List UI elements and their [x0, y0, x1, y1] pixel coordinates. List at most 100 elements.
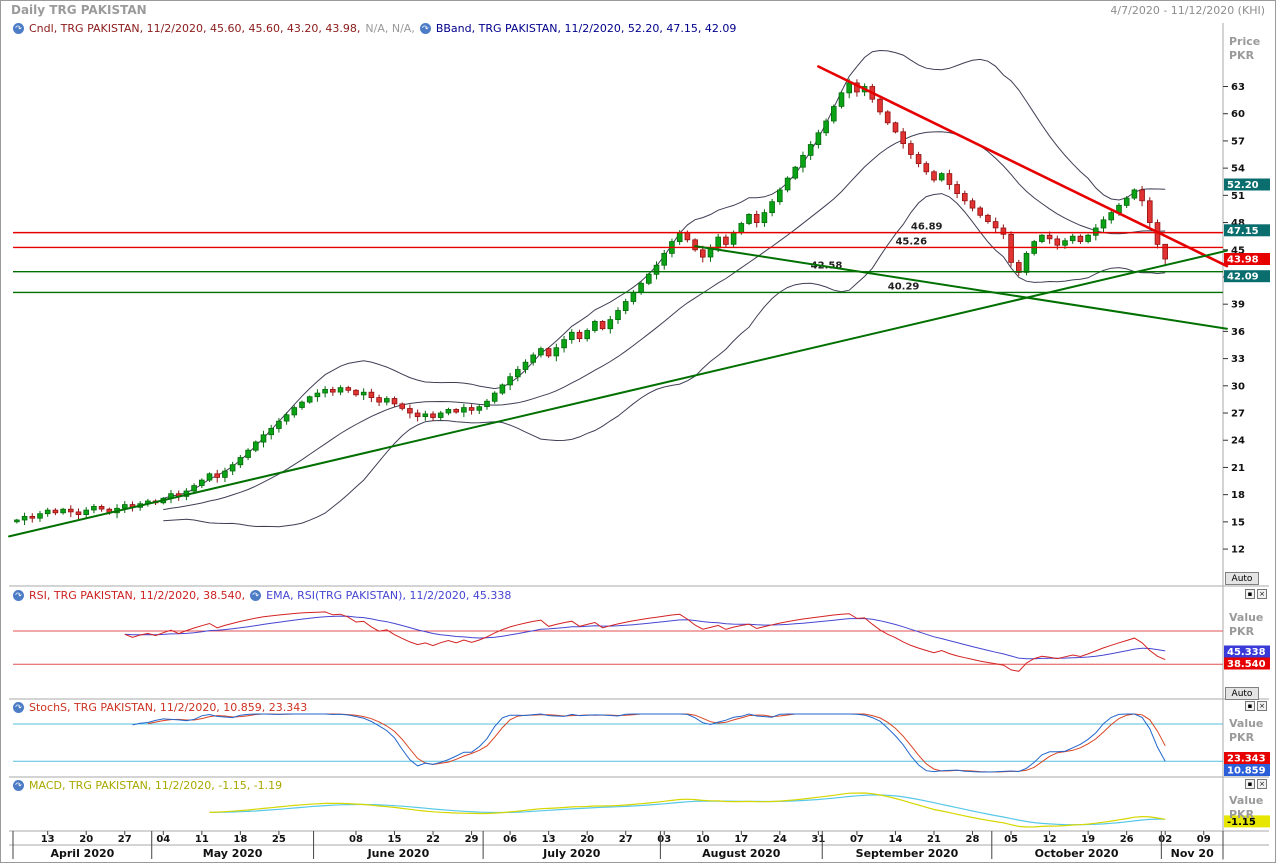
rsi-indicator-icon[interactable]: ↷ — [13, 590, 24, 601]
candle-body — [484, 400, 490, 408]
axis-value-marker-label: 23.343 — [1227, 754, 1266, 765]
candle-body — [1077, 235, 1084, 242]
panel-close-icon[interactable]: × — [1257, 779, 1267, 789]
candle-body — [268, 427, 274, 436]
candle-body — [877, 98, 883, 113]
candle-body — [68, 508, 74, 513]
price-tick-label: 60 — [1231, 109, 1245, 120]
window-title: Daily TRG PAKISTAN — [11, 3, 147, 17]
axis-value-marker — [1224, 270, 1270, 283]
date-tick-label: 02 — [1158, 834, 1172, 845]
date-tick-label: 15 — [388, 834, 402, 845]
candle-legend-text: Cndl, TRG PAKISTAN, 11/2/2020, 45.60, 45… — [29, 22, 361, 35]
date-tick-label: 31 — [811, 834, 825, 845]
candle-body — [83, 509, 90, 516]
candle-body — [191, 485, 197, 492]
panel-close-icon[interactable]: × — [1257, 589, 1267, 599]
month-label: October 2020 — [1035, 847, 1119, 860]
macd-legend-text: MACD, TRG PAKISTAN, 11/2/2020, -1.15, -1… — [29, 779, 283, 792]
candle-body — [283, 414, 290, 422]
price-tick-label: 30 — [1231, 381, 1245, 392]
candle-body — [792, 166, 799, 179]
axis-value-marker — [1224, 764, 1270, 776]
candle-body — [900, 131, 906, 145]
candle-body — [399, 403, 405, 409]
candle-body — [1147, 200, 1153, 224]
rsi-ema-indicator-icon[interactable]: ↷ — [250, 590, 262, 601]
title-bar[interactable]: Daily TRG PAKISTAN 4/7/2020 - 11/12/2020… — [1, 1, 1275, 19]
price-axis-title: Price PKR — [1229, 35, 1261, 62]
axis-value-marker — [1224, 224, 1270, 237]
price-tick-label: 63 — [1231, 82, 1245, 93]
price-tick-label: 39 — [1231, 300, 1245, 311]
axis-value-marker-label: 47.15 — [1227, 226, 1259, 237]
candle-body — [753, 213, 760, 223]
candle-body — [522, 361, 529, 370]
panel-close-icon[interactable]: × — [1257, 701, 1267, 711]
date-tick-label: 13 — [41, 834, 55, 845]
panel-minimize-icon[interactable]: ▪ — [1245, 589, 1255, 599]
candle-body — [1093, 227, 1099, 236]
candle-body — [992, 221, 999, 229]
price-tick-label: 45 — [1231, 245, 1245, 256]
candle-body — [430, 413, 436, 418]
price-tick-label: 54 — [1231, 164, 1245, 175]
candle-body — [222, 470, 228, 478]
candle-body — [684, 232, 691, 241]
candle-body — [738, 223, 745, 234]
date-tick-label: 20 — [79, 834, 93, 845]
candle-body — [761, 212, 768, 224]
date-tick-label: 27 — [118, 834, 132, 845]
month-label: April 2020 — [50, 847, 114, 860]
macd-panel-window-buttons: ▪ × — [1245, 779, 1267, 789]
date-tick-label: 11 — [195, 834, 209, 845]
bband-indicator-icon[interactable]: ↷ — [419, 23, 431, 34]
month-label: July 2020 — [542, 847, 601, 860]
candle-body — [1008, 233, 1014, 263]
rsi-panel-legend: ↷ RSI, TRG PAKISTAN, 11/2/2020, 38.540, … — [13, 589, 511, 602]
month-label: Nov 20 — [1171, 847, 1214, 860]
candle-body — [969, 200, 976, 209]
candle-body — [800, 154, 806, 168]
rsi-ema-legend-text: EMA, RSI(TRG PAKISTAN), 11/2/2020, 45.33… — [266, 589, 512, 602]
window-date-range: 4/7/2020 - 11/12/2020 (KHI) — [1110, 3, 1265, 17]
month-label: May 2020 — [203, 847, 263, 860]
bband-legend-text: BBand, TRG PAKISTAN, 11/2/2020, 52.20, 4… — [435, 22, 737, 35]
stoch-panel-window-buttons: ▪ × — [1245, 701, 1267, 711]
candle-body — [21, 516, 28, 521]
price-tick-label: 27 — [1231, 409, 1245, 420]
candle-body — [29, 516, 36, 519]
rsi-value-axis-title: Value PKR — [1229, 611, 1264, 638]
candle-indicator-icon[interactable]: ↷ — [13, 23, 24, 34]
month-label: September 2020 — [856, 847, 959, 860]
price-tick-label: 57 — [1231, 136, 1245, 147]
price-tick-label: 48 — [1231, 218, 1245, 229]
auto-scale-button-rsi[interactable]: Auto — [1225, 687, 1259, 700]
candle-body — [368, 391, 375, 399]
candle-body — [1162, 243, 1169, 260]
candle-body — [360, 391, 367, 396]
panel-minimize-icon[interactable]: ▪ — [1245, 701, 1255, 711]
date-tick-label: 27 — [619, 834, 633, 845]
candle-body — [322, 388, 328, 394]
candle-body — [807, 144, 814, 156]
auto-scale-button-main[interactable]: Auto — [1225, 572, 1259, 585]
candle-body — [545, 348, 552, 357]
candle-body — [437, 412, 444, 418]
price-tick-label: 18 — [1231, 490, 1245, 501]
candle-body — [908, 143, 914, 155]
candle-body — [299, 401, 305, 408]
candle-body — [746, 213, 752, 224]
candle-body — [962, 193, 968, 202]
candle-body — [391, 398, 398, 405]
axis-value-marker — [1224, 178, 1270, 191]
candle-body — [1123, 197, 1130, 206]
macd-indicator-icon[interactable]: ↷ — [13, 780, 24, 791]
panel-minimize-icon[interactable]: ▪ — [1245, 779, 1255, 789]
candle-body — [1085, 234, 1091, 242]
bollinger-middle-band — [163, 131, 1166, 511]
axis-value-marker-label: -1.15 — [1227, 817, 1256, 828]
price-tick-label: 12 — [1231, 545, 1245, 556]
stoch-indicator-icon[interactable]: ↷ — [13, 702, 24, 713]
